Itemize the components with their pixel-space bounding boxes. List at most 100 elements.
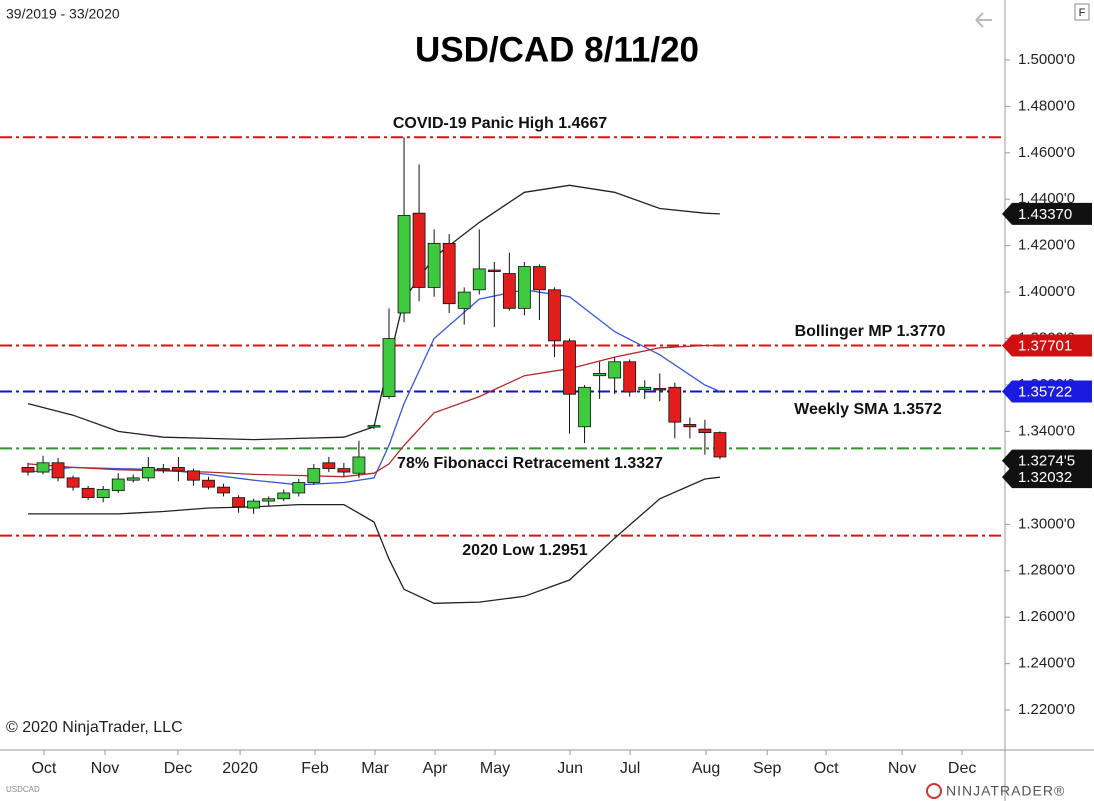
candle-body (81, 487, 95, 499)
candle-body (126, 477, 140, 481)
candle-body (563, 340, 576, 395)
x-tick-label: 2020 (222, 760, 258, 777)
price-marker (1002, 449, 1092, 472)
y-tick-label: 1.3000'0 (1018, 515, 1075, 532)
y-tick-label: 1.2200'0 (1018, 701, 1075, 718)
candle-body (217, 486, 230, 494)
candle-body (247, 500, 261, 509)
price-marker (1002, 466, 1092, 489)
candle-body (578, 386, 591, 428)
candle-body (397, 215, 411, 314)
price-marker (1002, 334, 1092, 357)
candle-body (96, 489, 110, 499)
brand-icon (926, 783, 942, 799)
candle-body (277, 492, 291, 500)
price-marker-label: 1.43370 (1018, 206, 1072, 223)
toolbar-button[interactable] (1074, 3, 1090, 21)
candle-body (683, 424, 697, 428)
candle-body (412, 212, 426, 288)
candle-body (487, 269, 501, 272)
candle-body (638, 386, 652, 391)
candle-body (292, 482, 306, 494)
x-tick-label: Jun (557, 760, 583, 777)
period-label: 39/2019 - 33/2020 (6, 6, 120, 22)
candle-body (307, 468, 321, 483)
price-marker (1002, 380, 1092, 403)
x-tick-label: Oct (814, 760, 839, 777)
y-tick-label: 1.3400'0 (1018, 422, 1075, 439)
candle-body (322, 462, 336, 469)
level-label: Bollinger MP 1.3770 (795, 323, 946, 340)
candle-body (232, 497, 245, 508)
back-button[interactable] (975, 12, 992, 28)
level-label: 2020 Low 1.2951 (462, 542, 588, 559)
symbol: USDCAD (6, 785, 40, 794)
x-tick-label: Aug (692, 760, 720, 777)
candle-body (172, 467, 185, 472)
y-tick-label: 1.5000'0 (1018, 51, 1075, 68)
x-tick-label: Oct (31, 760, 56, 777)
y-tick-label: 1.4600'0 (1018, 144, 1075, 161)
y-tick-label: 1.2400'0 (1018, 655, 1075, 672)
price-marker (1002, 202, 1092, 225)
indicator-line (28, 476, 720, 604)
candle-body (21, 467, 35, 473)
level-label: Weekly SMA 1.3572 (794, 401, 942, 418)
toolbar-button-label[interactable]: F (1079, 7, 1086, 19)
candle-body (517, 266, 531, 309)
candle-body (548, 289, 561, 342)
y-tick-label: 1.2800'0 (1018, 562, 1075, 579)
x-tick-label: Sep (753, 760, 782, 777)
candle-body (533, 266, 546, 291)
candle-body (156, 468, 170, 471)
price-marker-label: 1.3274'5 (1018, 453, 1075, 470)
chart-title: USD/CAD 8/11/20 (415, 30, 699, 69)
candle-body (51, 462, 65, 479)
x-tick-label: Feb (301, 760, 329, 777)
candle-body (66, 477, 80, 488)
candle-body (608, 361, 622, 379)
candle-body (262, 498, 276, 502)
candle-body (653, 388, 667, 391)
candle-body (367, 425, 381, 428)
candle-body (382, 338, 396, 397)
candle-body (202, 479, 215, 488)
candle-body (111, 478, 125, 492)
candle-body (502, 273, 516, 309)
candle-body (442, 242, 456, 305)
x-tick-label: May (480, 760, 510, 777)
y-tick-label: 1.4200'0 (1018, 237, 1075, 254)
candle-body (713, 432, 727, 458)
candle-body (427, 242, 441, 288)
level-label: 78% Fibonacci Retracement 1.3327 (397, 455, 663, 472)
candle-body (187, 470, 200, 481)
price-marker-label: 1.35722 (1018, 383, 1072, 400)
price-marker-label: 1.37701 (1018, 337, 1072, 354)
x-tick-label: Nov (91, 760, 119, 777)
candle-body (352, 456, 366, 474)
x-tick-label: Dec (164, 760, 192, 777)
candle-body (337, 468, 351, 473)
y-tick-label: 1.4000'0 (1018, 283, 1075, 300)
candle-body (698, 428, 712, 433)
price-marker-label: 1.32032 (1018, 469, 1072, 486)
candle-body (472, 268, 486, 291)
level-label: COVID-19 Panic High 1.4667 (393, 115, 607, 132)
x-tick-label: Jul (620, 760, 640, 777)
candle-body (141, 467, 155, 479)
copyright: © 2020 NinjaTrader, LLC (6, 719, 183, 736)
y-tick-label: 1.4800'0 (1018, 97, 1075, 114)
x-tick-label: Nov (888, 760, 916, 777)
x-tick-label: Dec (948, 760, 976, 777)
x-tick-label: Mar (361, 760, 389, 777)
candle-body (623, 361, 637, 393)
x-tick-label: Apr (423, 760, 449, 777)
brand: NINJATRADER® (946, 783, 1065, 799)
candle-body (593, 372, 607, 377)
candle-body (36, 462, 50, 473)
candle-body (457, 291, 471, 309)
y-tick-label: 1.2600'0 (1018, 608, 1075, 625)
candle-body (668, 386, 682, 423)
